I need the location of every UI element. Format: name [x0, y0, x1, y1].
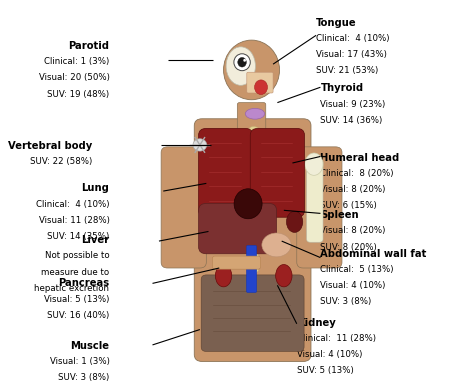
Text: SUV: 3 (8%): SUV: 3 (8%) — [58, 373, 109, 383]
Ellipse shape — [249, 141, 258, 147]
FancyBboxPatch shape — [237, 103, 266, 132]
Text: Lung: Lung — [82, 183, 109, 193]
Ellipse shape — [249, 183, 258, 189]
Text: Visual: 1 (3%): Visual: 1 (3%) — [50, 357, 109, 366]
Text: Visual: 4 (10%): Visual: 4 (10%) — [320, 281, 386, 290]
Text: SUV: 6 (15%): SUV: 6 (15%) — [320, 201, 377, 210]
FancyBboxPatch shape — [246, 245, 257, 293]
Text: SUV: 22 (58%): SUV: 22 (58%) — [30, 157, 92, 166]
Text: Spleen: Spleen — [320, 210, 359, 220]
Text: Visual: 8 (20%): Visual: 8 (20%) — [320, 185, 386, 194]
Ellipse shape — [286, 211, 303, 232]
FancyBboxPatch shape — [212, 256, 261, 269]
Text: Visual: 8 (20%): Visual: 8 (20%) — [320, 227, 386, 235]
Text: Clinical: 1 (3%): Clinical: 1 (3%) — [44, 57, 109, 66]
Ellipse shape — [249, 239, 258, 245]
Text: Clinical:  11 (28%): Clinical: 11 (28%) — [297, 334, 376, 343]
Text: Muscle: Muscle — [71, 341, 109, 351]
Ellipse shape — [243, 59, 246, 62]
Text: Clinical:  5 (13%): Clinical: 5 (13%) — [320, 265, 394, 274]
Text: Visual: 5 (13%): Visual: 5 (13%) — [44, 295, 109, 303]
Text: SUV: 8 (20%): SUV: 8 (20%) — [320, 243, 377, 252]
Ellipse shape — [249, 225, 258, 231]
Text: Humeral head: Humeral head — [320, 152, 400, 163]
Text: Clinical:  4 (10%): Clinical: 4 (10%) — [36, 200, 109, 208]
Text: Vertebral body: Vertebral body — [8, 141, 92, 151]
Ellipse shape — [224, 40, 280, 100]
Text: SUV: 19 (48%): SUV: 19 (48%) — [47, 90, 109, 98]
Ellipse shape — [255, 80, 267, 95]
Text: Visual: 20 (50%): Visual: 20 (50%) — [38, 73, 109, 82]
FancyBboxPatch shape — [199, 129, 253, 217]
Text: Visual: 4 (10%): Visual: 4 (10%) — [297, 350, 362, 359]
Text: hepatic excretion: hepatic excretion — [35, 284, 109, 293]
FancyBboxPatch shape — [161, 147, 206, 268]
Ellipse shape — [249, 267, 258, 273]
Text: SUV: 16 (40%): SUV: 16 (40%) — [47, 311, 109, 320]
Text: Visual: 11 (28%): Visual: 11 (28%) — [38, 216, 109, 225]
Ellipse shape — [249, 253, 258, 259]
FancyBboxPatch shape — [201, 275, 304, 352]
Text: SUV: 5 (13%): SUV: 5 (13%) — [297, 366, 354, 376]
Text: SUV: 3 (8%): SUV: 3 (8%) — [320, 297, 372, 306]
Ellipse shape — [226, 47, 255, 85]
Text: SUV: 21 (53%): SUV: 21 (53%) — [316, 66, 378, 75]
Ellipse shape — [249, 211, 258, 217]
Ellipse shape — [238, 58, 246, 67]
Ellipse shape — [276, 264, 292, 287]
FancyBboxPatch shape — [297, 147, 342, 268]
Text: Visual: 9 (23%): Visual: 9 (23%) — [320, 100, 386, 108]
Text: Clinical:  4 (10%): Clinical: 4 (10%) — [316, 34, 390, 43]
Text: Tongue: Tongue — [316, 18, 357, 28]
Text: Liver: Liver — [82, 235, 109, 245]
Ellipse shape — [262, 233, 291, 257]
Ellipse shape — [193, 139, 207, 151]
Ellipse shape — [246, 108, 264, 119]
Text: Thyroid: Thyroid — [320, 83, 364, 93]
Ellipse shape — [249, 127, 258, 133]
Text: Abdominal wall fat: Abdominal wall fat — [320, 249, 427, 259]
Text: SUV: 14 (35%): SUV: 14 (35%) — [47, 232, 109, 241]
Ellipse shape — [249, 196, 258, 203]
Ellipse shape — [215, 264, 232, 287]
Text: Clinical:  8 (20%): Clinical: 8 (20%) — [320, 169, 394, 178]
FancyBboxPatch shape — [194, 119, 311, 361]
Text: Parotid: Parotid — [68, 41, 109, 51]
FancyBboxPatch shape — [250, 129, 304, 217]
Text: Kidney: Kidney — [297, 318, 336, 328]
FancyBboxPatch shape — [307, 159, 323, 242]
Text: Not possible to: Not possible to — [45, 251, 109, 261]
Text: Pancreas: Pancreas — [58, 278, 109, 288]
FancyBboxPatch shape — [247, 72, 273, 93]
Ellipse shape — [305, 153, 323, 175]
FancyBboxPatch shape — [199, 203, 276, 254]
Ellipse shape — [249, 169, 258, 175]
Text: measure due to: measure due to — [41, 267, 109, 277]
Ellipse shape — [234, 189, 262, 219]
Text: Visual: 17 (43%): Visual: 17 (43%) — [316, 50, 387, 59]
Text: SUV: 14 (36%): SUV: 14 (36%) — [320, 116, 383, 125]
Ellipse shape — [249, 154, 258, 161]
Ellipse shape — [234, 54, 250, 71]
